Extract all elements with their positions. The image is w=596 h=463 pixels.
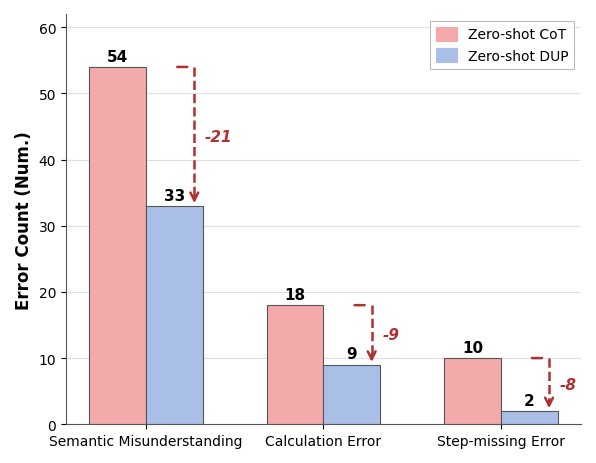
Text: 9: 9: [346, 347, 357, 362]
Text: 2: 2: [524, 393, 535, 408]
Text: 10: 10: [462, 340, 483, 355]
Text: 18: 18: [284, 287, 306, 302]
Text: -21: -21: [205, 130, 232, 144]
Text: -8: -8: [560, 377, 577, 392]
Bar: [501, 411, 558, 425]
Text: -9: -9: [383, 328, 399, 343]
Text: 33: 33: [164, 188, 185, 203]
Bar: [444, 358, 501, 425]
Y-axis label: Error Count (Num.): Error Count (Num.): [15, 131, 33, 309]
Bar: [324, 365, 380, 425]
Legend: Zero-shot CoT, Zero-shot DUP: Zero-shot CoT, Zero-shot DUP: [430, 22, 574, 69]
Text: 54: 54: [107, 50, 128, 64]
Bar: [89, 68, 146, 425]
Bar: [266, 306, 324, 425]
Bar: [146, 206, 203, 425]
